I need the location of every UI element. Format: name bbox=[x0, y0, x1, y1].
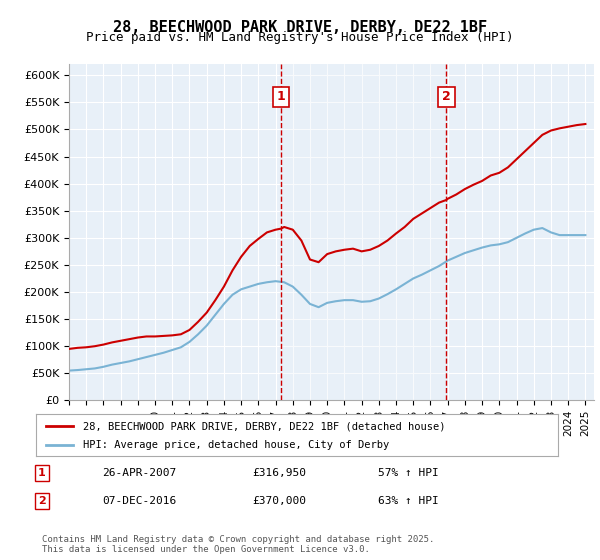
Text: 2: 2 bbox=[442, 90, 451, 104]
Text: 1: 1 bbox=[277, 90, 286, 104]
Text: Contains HM Land Registry data © Crown copyright and database right 2025.
This d: Contains HM Land Registry data © Crown c… bbox=[42, 535, 434, 554]
Text: £370,000: £370,000 bbox=[252, 496, 306, 506]
Text: 1: 1 bbox=[38, 468, 46, 478]
Text: 07-DEC-2016: 07-DEC-2016 bbox=[102, 496, 176, 506]
Text: 28, BEECHWOOD PARK DRIVE, DERBY, DE22 1BF: 28, BEECHWOOD PARK DRIVE, DERBY, DE22 1B… bbox=[113, 20, 487, 35]
Text: 2: 2 bbox=[38, 496, 46, 506]
Text: 28, BEECHWOOD PARK DRIVE, DERBY, DE22 1BF (detached house): 28, BEECHWOOD PARK DRIVE, DERBY, DE22 1B… bbox=[83, 421, 445, 431]
Text: 26-APR-2007: 26-APR-2007 bbox=[102, 468, 176, 478]
Text: 63% ↑ HPI: 63% ↑ HPI bbox=[378, 496, 439, 506]
Text: HPI: Average price, detached house, City of Derby: HPI: Average price, detached house, City… bbox=[83, 440, 389, 450]
Text: Price paid vs. HM Land Registry's House Price Index (HPI): Price paid vs. HM Land Registry's House … bbox=[86, 31, 514, 44]
Text: 57% ↑ HPI: 57% ↑ HPI bbox=[378, 468, 439, 478]
Bar bbox=[281, 64, 446, 400]
Text: £316,950: £316,950 bbox=[252, 468, 306, 478]
